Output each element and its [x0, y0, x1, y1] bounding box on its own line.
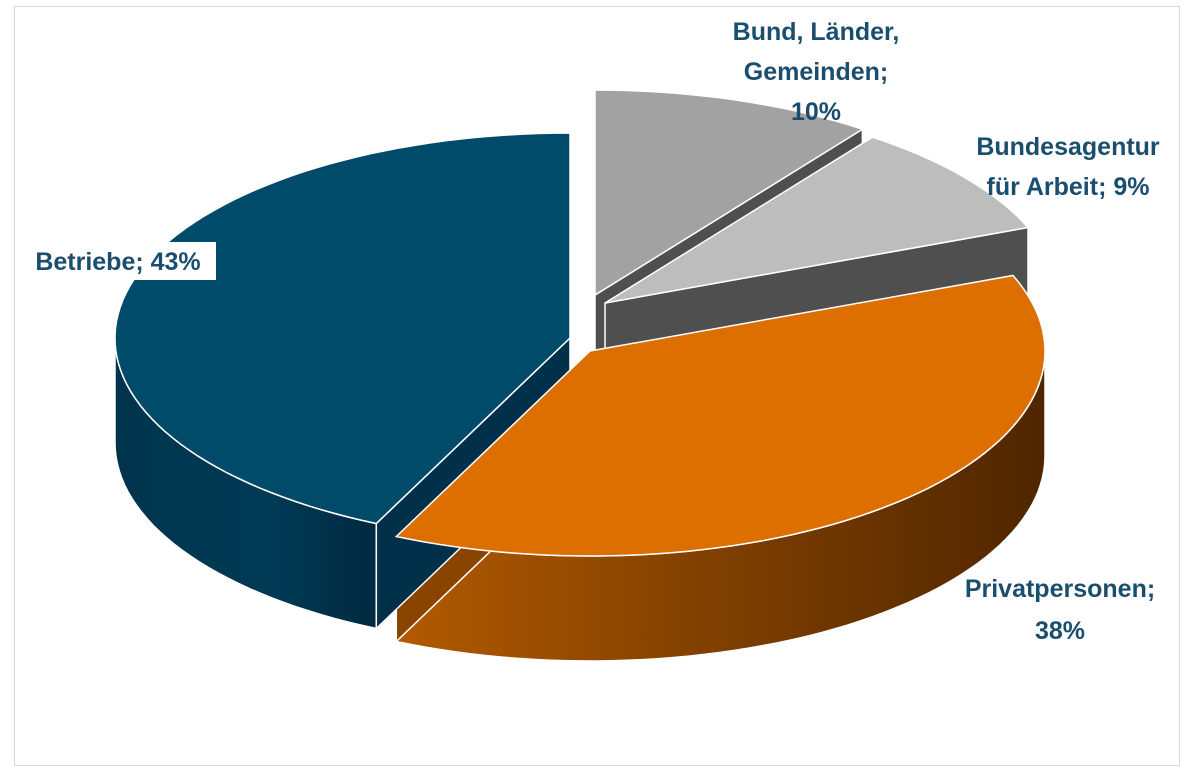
slice-top-bundesagentur-f-r-arbeit — [604, 136, 1030, 304]
data-label-privat-1: Privatpersonen; — [965, 575, 1155, 603]
data-label-bund-3: 10% — [791, 98, 841, 126]
data-label-privat-2: 38% — [1035, 617, 1085, 645]
data-label-betriebe: Betriebe; 43% — [35, 248, 200, 276]
data-label-ba-1: Bundesagentur — [976, 133, 1160, 161]
data-label-bund-2: Gemeinden; — [744, 58, 888, 86]
slice-top-bund-l-nder-gemeinden — [594, 89, 865, 297]
slice-top-privatpersonen — [394, 274, 1046, 557]
label-background-betriebe — [20, 242, 216, 280]
pie-slices — [114, 89, 1046, 662]
data-label-bund-1: Bund, Länder, — [733, 18, 900, 46]
data-labels: Bund, Länder, Gemeinden; 10% Bundesagent… — [20, 18, 1160, 645]
slice-top-betriebe — [114, 132, 571, 525]
data-label-ba-2: für Arbeit; 9% — [987, 173, 1150, 201]
